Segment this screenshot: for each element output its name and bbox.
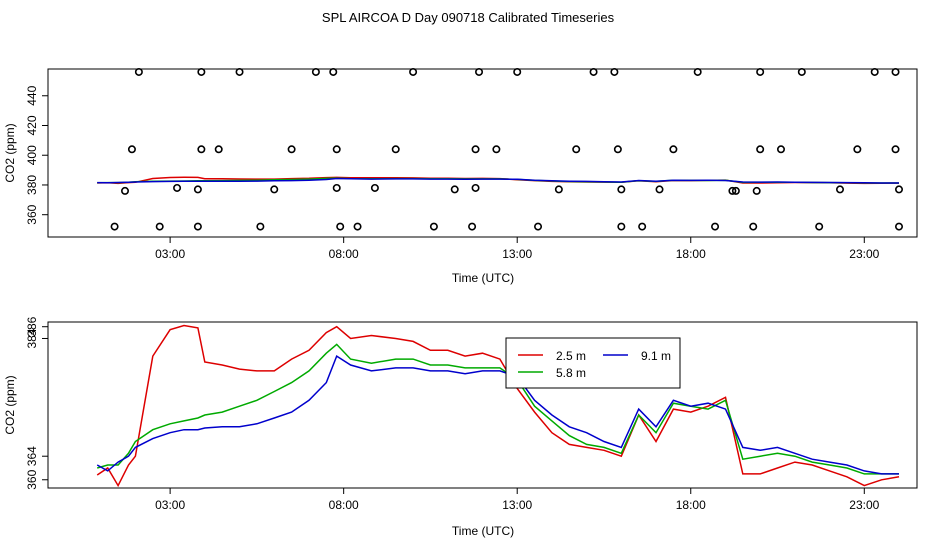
data-point-circle: [155, 222, 164, 231]
data-point-circle: [513, 67, 522, 76]
x-tick-label: 13:00: [502, 498, 532, 512]
data-point-circle: [894, 222, 903, 231]
data-point-circle: [110, 222, 119, 231]
data-point-circle: [193, 185, 202, 194]
data-point-circle: [287, 145, 296, 154]
panel-top-timeseries: 03:00 08:00 13:00 18:00 23:00 360 380 400 420 440…: [3, 67, 918, 285]
x-tick-label: 03:00: [155, 247, 185, 261]
data-point-circle: [197, 145, 206, 154]
data-point-circle: [193, 222, 202, 231]
data-point-circle: [572, 145, 581, 154]
x-tick-label: 18:00: [676, 247, 706, 261]
x-tick-label: 23:00: [849, 498, 879, 512]
data-point-circle: [891, 67, 900, 76]
data-point-circle: [669, 145, 678, 154]
data-point-circle: [235, 67, 244, 76]
y-tick-label: 420: [25, 115, 39, 135]
data-point-circle: [756, 67, 765, 76]
y-tick-label: 386: [25, 316, 39, 336]
data-point-circle: [329, 67, 338, 76]
data-point-circle: [638, 222, 647, 231]
data-point-circle: [127, 145, 136, 154]
data-point-circle: [610, 67, 619, 76]
data-point-circle: [853, 145, 862, 154]
y-tick-label: 440: [25, 85, 39, 105]
data-point-circle: [468, 222, 477, 231]
data-point-circle: [731, 186, 740, 195]
data-point-circle: [134, 67, 143, 76]
data-point-circle: [370, 183, 379, 192]
data-point-circle: [471, 145, 480, 154]
data-point-circle: [311, 67, 320, 76]
data-point-circle: [776, 145, 785, 154]
data-point-circle: [450, 185, 459, 194]
series-line-9-1-m: [96, 354, 899, 475]
data-point-circle: [256, 222, 265, 231]
y-tick-label: 400: [25, 145, 39, 165]
data-point-circle: [353, 222, 362, 231]
top-plot-frame: [47, 68, 918, 238]
figure-title: SPL AIRCOA D Day 090718 Calibrated Times…: [322, 10, 615, 25]
x-tick-label: 18:00: [676, 498, 706, 512]
y-tick-label: 380: [25, 175, 39, 195]
data-point-circle: [332, 183, 341, 192]
x-tick-label: 08:00: [329, 247, 359, 261]
data-point-circle: [728, 186, 737, 195]
x-tick-label: 03:00: [155, 498, 185, 512]
x-tick-label: 23:00: [849, 247, 879, 261]
data-point-circle: [617, 222, 626, 231]
y-tick-label: 360: [25, 469, 39, 489]
data-point-circle: [589, 67, 598, 76]
data-point-circle: [797, 67, 806, 76]
data-point-circle: [749, 222, 758, 231]
bottom-x-axis-label: Time (UTC): [452, 524, 514, 538]
x-tick-label: 13:00: [502, 247, 532, 261]
data-point-circle: [197, 67, 206, 76]
data-point-circle: [891, 145, 900, 154]
data-point-circle: [693, 67, 702, 76]
data-point-circle: [655, 185, 664, 194]
data-point-circle: [756, 145, 765, 154]
data-point-circle: [332, 145, 341, 154]
data-point-circle: [492, 145, 501, 154]
data-point-circle: [471, 183, 480, 192]
data-point-circle: [409, 67, 418, 76]
legend-label-2-5m: 2.5 m: [556, 349, 586, 363]
data-point-circle: [613, 145, 622, 154]
top-y-axis-label: CO2 (ppm): [3, 123, 17, 182]
legend-box: [505, 337, 681, 389]
data-point-circle: [752, 186, 761, 195]
legend-label-9-1m: 9.1 m: [641, 349, 671, 363]
data-point-circle: [475, 67, 484, 76]
series-line-2-5-m: [96, 324, 900, 488]
data-point-circle: [214, 145, 223, 154]
series-line-5-8-m: [96, 343, 899, 475]
data-point-circle: [534, 222, 543, 231]
data-point-circle: [121, 186, 130, 195]
data-point-circle: [870, 67, 879, 76]
y-tick-label: 360: [25, 204, 39, 224]
data-point-circle: [835, 185, 844, 194]
legend: 2.5 m 9.1 m 5.8 m: [505, 337, 681, 389]
data-point-circle: [336, 222, 345, 231]
bottom-y-axis-label: CO2 (ppm): [3, 375, 17, 434]
data-point-circle: [554, 185, 563, 194]
legend-label-5-8m: 5.8 m: [556, 366, 586, 380]
x-tick-label: 08:00: [329, 498, 359, 512]
data-point-circle: [894, 185, 903, 194]
data-point-circle: [429, 222, 438, 231]
data-point-circle: [173, 183, 182, 192]
bottom-plot-frame: [47, 321, 918, 489]
data-point-circle: [815, 222, 824, 231]
data-point-circle: [617, 185, 626, 194]
data-point-circle: [711, 222, 720, 231]
y-tick-label: 384: [25, 328, 39, 348]
top-series-line-9-1-m: [97, 177, 899, 184]
data-point-circle: [270, 185, 279, 194]
data-point-circle: [391, 145, 400, 154]
top-x-axis-label: Time (UTC): [452, 271, 514, 285]
y-tick-label: 364: [25, 446, 39, 466]
